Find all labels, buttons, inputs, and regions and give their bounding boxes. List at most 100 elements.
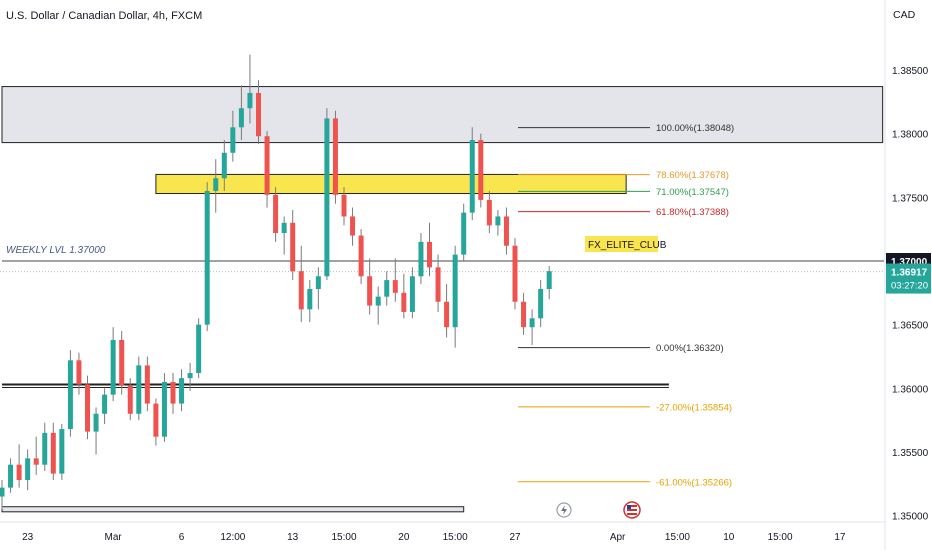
candle-52 xyxy=(444,301,450,328)
candle-11 xyxy=(93,413,99,432)
candle-7 xyxy=(59,429,65,474)
event-icon-us-flag[interactable] xyxy=(623,501,641,519)
candle-33 xyxy=(281,222,287,233)
candle-21 xyxy=(179,378,185,404)
candle-36 xyxy=(307,289,313,310)
candle-64 xyxy=(546,271,552,290)
candle-35 xyxy=(298,271,304,310)
candle-54 xyxy=(461,212,467,255)
time-tick-2: 6 xyxy=(179,532,185,543)
candle-60 xyxy=(512,245,518,302)
level-price-badge-text: 1.37000 xyxy=(891,257,928,268)
candle-61 xyxy=(521,301,527,328)
candle-58 xyxy=(495,216,501,226)
candle-29 xyxy=(247,92,253,109)
candle-2 xyxy=(16,464,22,480)
time-tick-12: 15:00 xyxy=(768,532,793,543)
candle-13 xyxy=(110,339,116,395)
fib-level-label-6: -61.00%(1.35266) xyxy=(656,477,732,488)
candle-46 xyxy=(392,280,398,293)
time-tick-13: 17 xyxy=(834,532,846,543)
candle-43 xyxy=(367,276,373,306)
fib-level-label-0: 100.00%(1.38048) xyxy=(656,123,734,134)
candle-23 xyxy=(196,324,202,374)
candle-16 xyxy=(136,365,142,414)
candle-25 xyxy=(213,178,219,191)
current-price-badge-text: 1.36917 xyxy=(891,268,928,279)
candle-5 xyxy=(42,432,48,465)
price-tick-6: 1.35000 xyxy=(892,512,929,523)
fib-level-label-1: 78.60%(1.37678) xyxy=(656,170,729,181)
candles-layer xyxy=(0,54,552,510)
candle-50 xyxy=(427,241,432,268)
fib-level-label-4: 0.00%(1.36320) xyxy=(656,343,724,354)
weekly-level-label: WEEKLY LVL 1.37000 xyxy=(6,245,106,256)
candle-19 xyxy=(161,381,167,437)
candle-42 xyxy=(358,235,364,277)
time-tick-9: Apr xyxy=(610,532,626,543)
candle-47 xyxy=(401,292,407,312)
time-tick-1: Mar xyxy=(105,532,123,543)
candle-0 xyxy=(0,487,5,497)
time-tick-6: 20 xyxy=(398,532,410,543)
candle-14 xyxy=(119,339,125,386)
candle-39 xyxy=(332,118,338,195)
candle-32 xyxy=(273,194,279,233)
time-tick-10: 15:00 xyxy=(665,532,690,543)
time-tick-8: 27 xyxy=(509,532,521,543)
candle-56 xyxy=(478,140,484,200)
candle-27 xyxy=(230,127,236,153)
candle-38 xyxy=(324,118,330,277)
candle-31 xyxy=(264,136,270,195)
candle-40 xyxy=(341,194,347,217)
price-tick-1: 1.38000 xyxy=(892,130,929,141)
candle-62 xyxy=(529,318,535,328)
candle-45 xyxy=(384,280,390,297)
event-icon-lightning[interactable] xyxy=(556,502,572,518)
bottom-zone[interactable] xyxy=(1,506,465,513)
price-tick-2: 1.37500 xyxy=(892,193,929,204)
price-tick-0: 1.38500 xyxy=(892,66,929,77)
candle-24 xyxy=(204,190,210,325)
price-tick-5: 1.35500 xyxy=(892,448,929,459)
candle-9 xyxy=(76,360,82,385)
fib-level-label-3: 61.80%(1.37388) xyxy=(656,207,729,218)
candle-55 xyxy=(469,140,475,213)
time-tick-7: 15:00 xyxy=(443,532,468,543)
price-tick-3: 1.36500 xyxy=(892,321,929,332)
candle-34 xyxy=(290,222,296,272)
chart-title: U.S. Dollar / Canadian Dollar, 4h, FXCM xyxy=(6,10,202,22)
candle-3 xyxy=(25,458,31,480)
candle-51 xyxy=(435,267,441,302)
candle-22 xyxy=(187,373,193,379)
time-tick-4: 13 xyxy=(287,532,299,543)
candle-53 xyxy=(452,254,458,328)
candle-26 xyxy=(221,152,227,179)
time-tick-5: 15:00 xyxy=(331,532,356,543)
bar-countdown-text: 03:27:20 xyxy=(891,281,928,292)
candle-8 xyxy=(67,360,73,430)
supply-zone[interactable] xyxy=(1,86,884,144)
zones-layer xyxy=(1,86,884,513)
candle-28 xyxy=(238,108,244,128)
candle-12 xyxy=(102,394,108,414)
price-axis: 1.38500 1.38000 1.37500 1.36500 1.36000 1.355… xyxy=(892,66,929,523)
brand-label-box xyxy=(585,236,658,252)
candle-10 xyxy=(85,384,90,432)
candle-30 xyxy=(256,92,261,137)
candle-57 xyxy=(486,199,492,226)
candle-59 xyxy=(503,216,509,246)
candle-63 xyxy=(538,289,544,319)
fibonacci-layer[interactable]: 100.00%(1.38048) 78.60%(1.37678) 71.00%(1.… xyxy=(518,123,734,488)
key-zone[interactable] xyxy=(155,173,627,195)
candle-6 xyxy=(50,432,56,474)
current-price-badge xyxy=(886,263,931,294)
candle-17 xyxy=(144,365,150,404)
time-tick-3: 12:00 xyxy=(220,532,245,543)
candle-37 xyxy=(315,276,321,290)
candle-1 xyxy=(8,464,14,488)
candle-18 xyxy=(153,403,159,437)
currency-label: CAD xyxy=(893,9,916,21)
